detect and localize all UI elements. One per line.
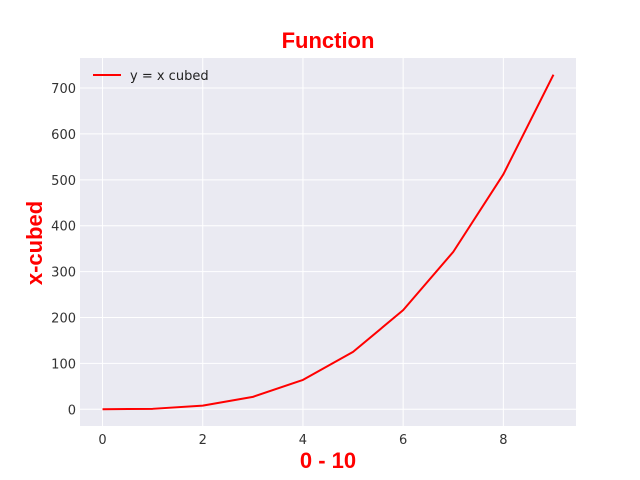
x-tick-label: 6 — [399, 433, 407, 448]
series-line — [102, 74, 555, 411]
plot-area — [80, 58, 576, 426]
series-layer — [102, 74, 555, 411]
y-axis-label: x-cubed — [22, 201, 47, 285]
x-tick-label: 4 — [299, 433, 307, 448]
grid — [80, 58, 576, 426]
x-tick-label: 0 — [98, 433, 106, 448]
y-tick-label: 100 — [51, 357, 76, 372]
x-tick-label: 8 — [499, 433, 507, 448]
x-tick-label: 2 — [199, 433, 207, 448]
y-tick-label: 300 — [51, 266, 76, 281]
legend-label: y = x cubed — [130, 69, 209, 84]
x-axis-label: 0 - 10 — [300, 448, 356, 473]
y-tick-label: 200 — [51, 311, 76, 326]
chart-title: Function — [282, 28, 375, 53]
y-tick-label: 0 — [68, 403, 76, 418]
y-tick-label: 600 — [51, 128, 76, 143]
y-tick-label: 400 — [51, 220, 76, 235]
axis-ticks: 0 2 4 6 8 0 100 200 300 400 500 600 700 — [51, 82, 507, 448]
legend: y = x cubed — [93, 69, 209, 84]
y-tick-label: 500 — [51, 174, 76, 189]
y-tick-label: 700 — [51, 82, 76, 97]
